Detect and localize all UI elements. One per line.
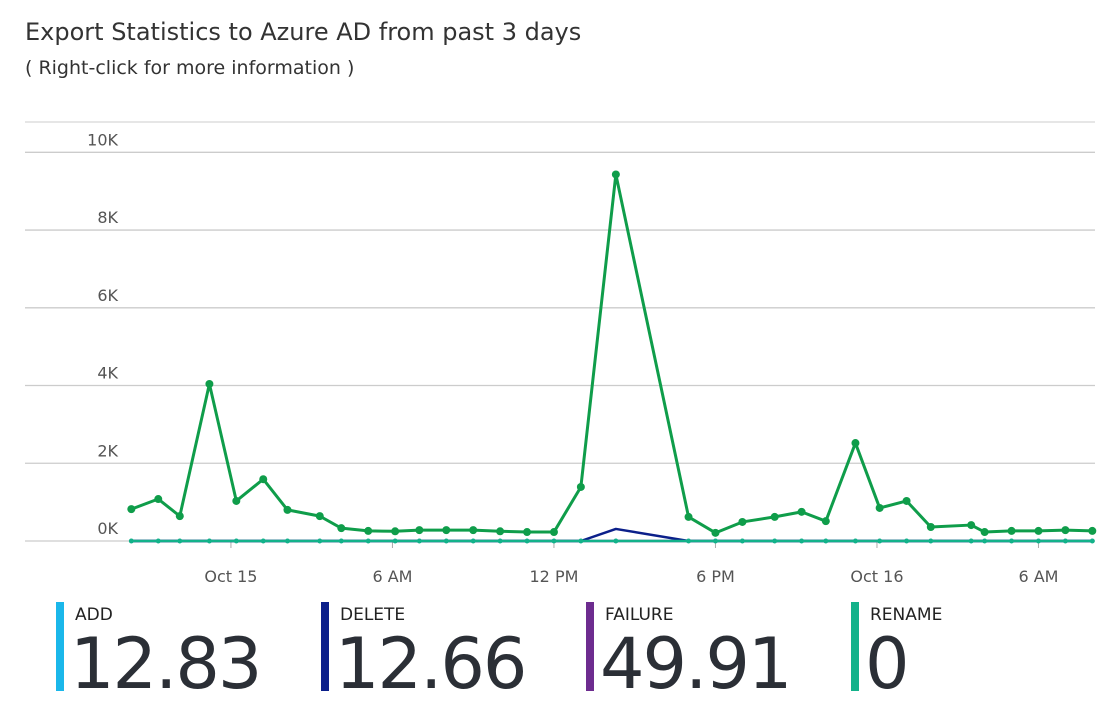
series-point [613, 538, 619, 544]
series-point [205, 379, 214, 388]
series-point [177, 538, 183, 544]
series-point [317, 538, 323, 544]
series-point [364, 526, 373, 535]
tile-value: 0 [865, 623, 908, 705]
tile-bar [321, 602, 329, 691]
series-point [206, 538, 212, 544]
series-point [497, 538, 503, 544]
series-point [926, 523, 935, 532]
x-tick-label: 12 PM [530, 567, 579, 586]
series-point [982, 538, 988, 544]
series-point [260, 538, 266, 544]
series-point [821, 517, 830, 526]
series-point [738, 517, 747, 526]
series-point [175, 512, 184, 521]
y-tick-label: 0K [97, 519, 118, 538]
tile-bar [851, 602, 859, 691]
series-point [797, 507, 806, 516]
series-point [1089, 538, 1095, 544]
series-point [902, 496, 911, 505]
series-point [154, 495, 163, 504]
series-point [1035, 538, 1041, 544]
series-point [967, 521, 976, 530]
series-point [611, 170, 620, 179]
x-tick-label: Oct 15 [204, 567, 257, 586]
y-tick-label: 8K [97, 208, 118, 227]
series-point [128, 538, 134, 544]
series-point [980, 528, 989, 537]
y-tick-label: 6K [97, 286, 118, 305]
series-point [283, 505, 292, 514]
x-tick-label: 6 AM [372, 567, 412, 586]
series-point [1007, 526, 1016, 535]
series-point [1088, 526, 1097, 535]
series-point [337, 524, 346, 533]
series-point [772, 538, 778, 544]
series-point [711, 528, 720, 537]
series-point [686, 538, 692, 544]
series-point [470, 538, 476, 544]
y-tick-label: 4K [97, 364, 118, 383]
series-point [928, 538, 934, 544]
series-point [799, 538, 805, 544]
series-point [259, 475, 268, 484]
series-point [968, 538, 974, 544]
chart-subtitle: ( Right-click for more information ) [25, 57, 354, 79]
series-point [469, 526, 478, 535]
series-point [1034, 526, 1043, 535]
tile-bar [586, 602, 594, 691]
x-tick-label: 6 AM [1018, 567, 1058, 586]
series-point [365, 538, 371, 544]
tile-value: 49.91 [600, 623, 790, 705]
series-point [392, 538, 398, 544]
series-point [684, 512, 693, 521]
series-point [549, 528, 558, 537]
series-point [442, 526, 451, 535]
tile-label: RENAME [870, 605, 942, 625]
series-point [851, 439, 860, 448]
series-point [712, 538, 718, 544]
tile-value: 12.83 [70, 623, 260, 705]
series-point [233, 538, 239, 544]
series-point [496, 527, 505, 536]
y-tick-label: 10K [87, 130, 118, 149]
series-point [284, 538, 290, 544]
series-point [823, 538, 829, 544]
series-point [155, 538, 161, 544]
series-point [315, 512, 324, 521]
series-point [415, 526, 424, 535]
chart-title: Export Statistics to Azure AD from past … [25, 18, 581, 46]
series-point [127, 505, 136, 514]
series-point [338, 538, 344, 544]
series-point [875, 503, 884, 512]
tile-label: ADD [75, 605, 113, 625]
x-tick-label: 6 PM [696, 567, 735, 586]
series-point [443, 538, 449, 544]
x-tick-label: Oct 16 [850, 567, 903, 586]
series-point [1061, 526, 1070, 535]
tile-label: DELETE [340, 605, 405, 625]
series-point [770, 512, 779, 521]
series-point [416, 538, 422, 544]
series-point [852, 538, 858, 544]
y-tick-label: 2K [97, 441, 118, 460]
series-point [904, 538, 910, 544]
series-point [524, 538, 530, 544]
series-point [578, 538, 584, 544]
series-point [576, 482, 585, 491]
series-point [1062, 538, 1068, 544]
series-point [551, 538, 557, 544]
series-point [391, 527, 400, 536]
series-point [877, 538, 883, 544]
tile-value: 12.66 [335, 623, 525, 705]
series-point [523, 528, 532, 537]
series-line [131, 527, 1093, 543]
series-line [130, 172, 1093, 535]
series-point [232, 496, 241, 505]
series-point [739, 538, 745, 544]
tile-label: FAILURE [605, 605, 673, 625]
series-point [1009, 538, 1015, 544]
tile-bar [56, 602, 64, 691]
